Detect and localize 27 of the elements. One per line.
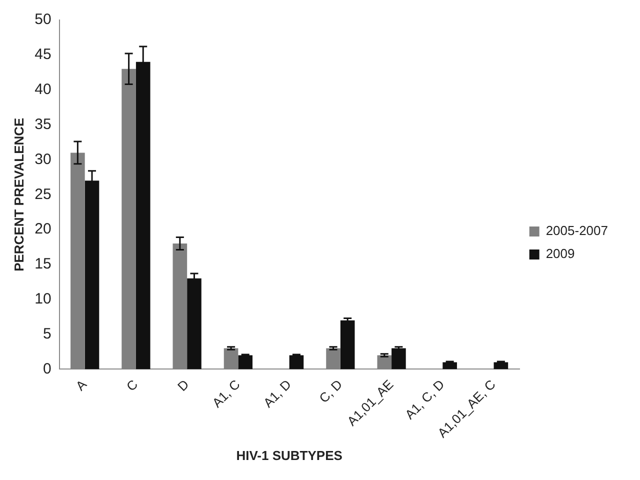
bar xyxy=(442,362,457,370)
x-tick-label: A1, D xyxy=(260,376,294,410)
y-tick-label: 45 xyxy=(34,46,52,64)
bar xyxy=(238,355,253,370)
bar xyxy=(340,320,355,370)
x-tick-label: A xyxy=(72,376,90,394)
x-tick-label: C, D xyxy=(316,376,346,406)
y-axis-title: PERCENT PREVALENCE xyxy=(11,117,26,272)
y-tick-label: 10 xyxy=(34,290,52,308)
x-tick-label: C xyxy=(123,376,141,394)
y-tick-label: 0 xyxy=(42,360,52,378)
legend-label: 2005-2007 xyxy=(546,223,608,238)
x-tick-label: A1, C xyxy=(209,376,243,410)
x-axis-title: HIV-1 SUBTYPES xyxy=(236,448,343,463)
y-tick-label: 25 xyxy=(34,186,52,203)
y-tick-label: 20 xyxy=(34,220,52,238)
y-tick-label: 40 xyxy=(34,80,52,98)
y-tick-label: 15 xyxy=(34,256,52,273)
y-tick-label: 50 xyxy=(34,11,52,28)
y-tick-label: 35 xyxy=(34,116,52,133)
y-tick-label: 5 xyxy=(42,325,52,342)
bar xyxy=(289,355,304,370)
y-tick-label: 30 xyxy=(34,150,52,168)
x-tick-label: D xyxy=(174,376,192,394)
x-tick-label: A1, C, D xyxy=(402,376,448,422)
bar xyxy=(392,348,406,370)
legend-label: 2009 xyxy=(546,246,575,262)
